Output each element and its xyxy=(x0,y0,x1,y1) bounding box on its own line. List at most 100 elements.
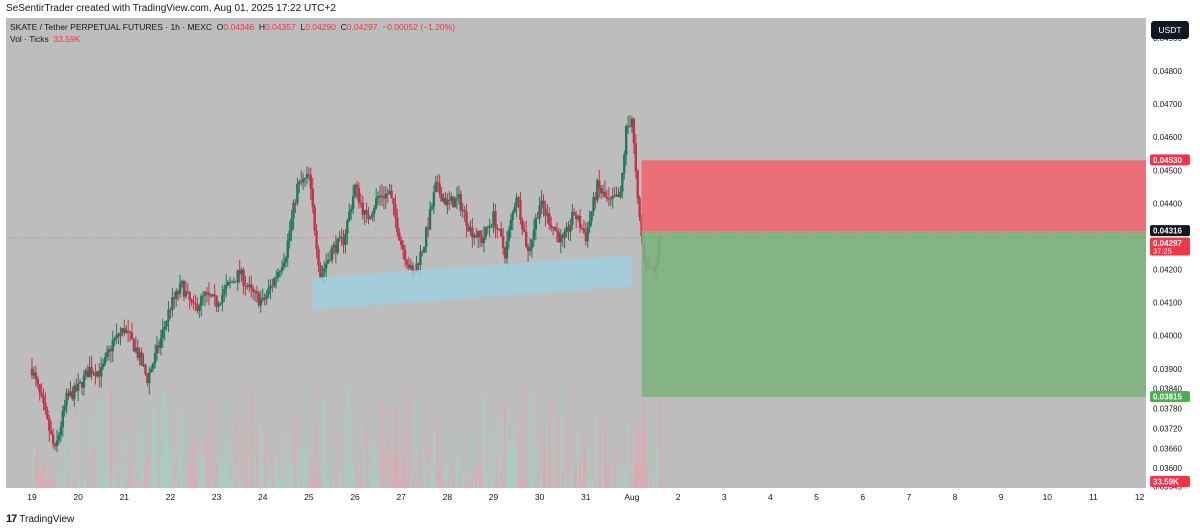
volume-bar xyxy=(290,464,293,488)
candle-body xyxy=(76,383,80,391)
candle-body xyxy=(592,197,595,212)
candle-body xyxy=(486,227,489,229)
volume-bar xyxy=(538,483,541,488)
volume-bar xyxy=(440,470,443,488)
candle-body xyxy=(544,208,547,216)
volume-bar xyxy=(438,468,441,488)
candle-body xyxy=(599,188,603,194)
y-tick-label: 0.04700 xyxy=(1153,100,1182,109)
volume-bar xyxy=(344,453,347,488)
candle-body xyxy=(94,373,97,377)
volume-bar xyxy=(573,471,576,488)
candle-body xyxy=(80,381,84,388)
volume-bar xyxy=(450,483,453,488)
volume-bar xyxy=(434,479,437,488)
volume-bar xyxy=(296,468,299,488)
candle-body xyxy=(590,211,593,221)
candle-body xyxy=(228,281,232,283)
candle-body xyxy=(513,207,516,213)
volume-bar xyxy=(36,448,39,488)
x-tick-label: 30 xyxy=(535,492,545,502)
candle-body xyxy=(526,246,530,252)
x-tick-label: 29 xyxy=(489,492,499,502)
candle-body xyxy=(392,198,395,205)
x-tick-label: Aug xyxy=(624,492,639,502)
volume-bar xyxy=(380,401,383,488)
volume-bar xyxy=(84,412,87,488)
candle-body xyxy=(480,236,484,244)
volume-bar xyxy=(477,482,480,488)
candle-body xyxy=(330,247,334,261)
high-value: 0.04357 xyxy=(264,22,296,32)
candle-body xyxy=(459,194,463,211)
candle-body xyxy=(340,236,343,238)
candle-body xyxy=(407,264,411,269)
candle-body xyxy=(511,212,514,221)
volume-bar xyxy=(644,419,647,488)
volume-bar xyxy=(67,478,70,488)
volume-bar xyxy=(625,474,628,488)
candle-body xyxy=(400,240,403,245)
candle-body xyxy=(603,191,607,197)
volume-bar xyxy=(519,483,522,488)
x-tick-label: 5 xyxy=(814,492,819,502)
stop-loss-zone[interactable] xyxy=(641,160,1146,232)
volume-bar xyxy=(198,459,201,488)
volume-bar xyxy=(246,415,249,488)
volume-bar xyxy=(417,452,420,488)
candle-body xyxy=(248,284,251,287)
candle-body xyxy=(75,385,78,391)
y-tick-label: 0.03600 xyxy=(1153,464,1182,473)
volume-bar xyxy=(529,388,532,488)
support-channel[interactable] xyxy=(312,254,632,310)
volume-bar xyxy=(521,388,524,488)
volume-bar xyxy=(121,468,124,488)
volume-bar xyxy=(292,483,295,488)
candle-body xyxy=(207,292,211,296)
volume-bar xyxy=(619,462,622,488)
candle-body xyxy=(365,209,368,215)
volume-bar xyxy=(271,458,274,488)
close-value: 0.04297 xyxy=(346,22,378,32)
candle-body xyxy=(46,410,49,419)
volume-bar xyxy=(457,460,460,488)
currency-button[interactable]: USDT xyxy=(1151,21,1189,39)
volume-bar xyxy=(371,455,374,488)
x-tick-label: 4 xyxy=(768,492,773,502)
volume-bar xyxy=(500,471,503,488)
candle-body xyxy=(530,239,534,249)
volume-bar xyxy=(261,466,264,488)
volume-bar xyxy=(396,449,399,488)
volume-bar xyxy=(248,418,251,488)
tradingview-logo[interactable]: ⁠17 TradingView xyxy=(6,513,74,525)
candle-body xyxy=(140,352,143,366)
volume-bar xyxy=(382,447,385,488)
candle-body xyxy=(403,249,407,261)
candle-body xyxy=(334,244,338,253)
volume-bar xyxy=(182,483,185,488)
volume-bar xyxy=(294,411,297,488)
candle-body xyxy=(255,291,259,294)
candle-body xyxy=(580,227,584,229)
y-tick-label: 0.04500 xyxy=(1153,166,1182,175)
candle-body xyxy=(176,291,180,295)
volume-title[interactable]: Vol · Ticks xyxy=(10,34,49,44)
chart-canvas[interactable]: 0.049000.048000.047000.046000.045000.044… xyxy=(0,0,1200,508)
symbol-title[interactable]: SKATE / Tether PERPETUAL FUTURES · 1h · … xyxy=(10,22,213,32)
take-profit-zone[interactable] xyxy=(641,231,1146,397)
volume-bar xyxy=(319,478,322,488)
volume-legend: Vol · Ticks 33.59K xyxy=(10,34,80,44)
volume-value: 33.59K xyxy=(53,34,81,44)
candle-body xyxy=(328,259,332,261)
volume-bar xyxy=(463,483,466,488)
volume-bar xyxy=(550,469,553,488)
candle-body xyxy=(548,213,551,226)
candle-body xyxy=(455,198,459,200)
candle-body xyxy=(211,294,214,297)
candle-body xyxy=(311,188,314,207)
low-value: 0.04290 xyxy=(305,22,336,32)
candle-body xyxy=(357,187,361,203)
volume-bar xyxy=(71,483,74,488)
volume-bar xyxy=(346,384,349,488)
price-tag xyxy=(1150,154,1190,166)
